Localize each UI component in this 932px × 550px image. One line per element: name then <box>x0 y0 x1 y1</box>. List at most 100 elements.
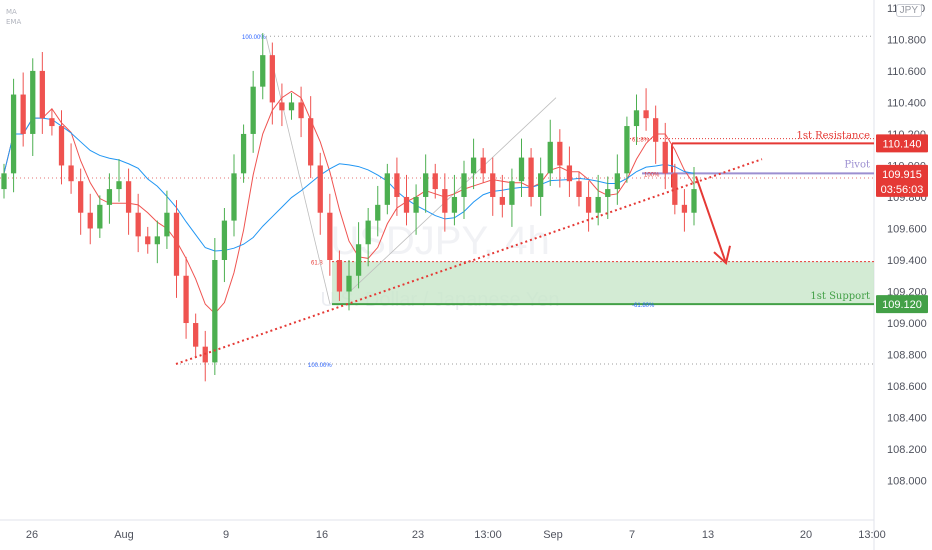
candle-body <box>336 260 343 292</box>
candle-body <box>279 102 285 111</box>
candle-body <box>547 141 553 174</box>
pivot-price-badge-bg <box>876 164 928 197</box>
candle-body <box>58 126 65 166</box>
x-tick-label: 23 <box>412 529 424 541</box>
candle-body <box>413 196 419 213</box>
fib-618-alt-label: 61.8% <box>632 138 650 144</box>
support-zone <box>332 261 874 305</box>
candle-body <box>605 189 611 197</box>
fib-neg618-label: -61.80% <box>632 303 655 309</box>
indicator-ma-label: MA <box>6 8 17 16</box>
candle-body <box>221 220 228 260</box>
pivot-label: Pivot <box>844 159 870 170</box>
candle-body <box>394 173 400 197</box>
candle-body <box>538 173 544 197</box>
candle-body <box>125 181 132 213</box>
candle-body <box>346 275 352 292</box>
candle-body <box>566 165 573 182</box>
candle-body <box>633 110 640 127</box>
x-tick-label: 20 <box>800 529 812 541</box>
candle-body <box>135 212 141 237</box>
candle-body <box>375 204 381 221</box>
candle-body <box>355 244 362 276</box>
candle-body <box>154 236 160 245</box>
x-tick-label: 9 <box>223 529 229 541</box>
candle-body <box>470 157 477 174</box>
candle-body <box>480 157 486 174</box>
currency-badge[interactable]: JPY <box>895 4 922 17</box>
candle-body <box>423 173 429 197</box>
fib-high-label: 100.00% <box>242 35 266 41</box>
resistance-price-badge-bg <box>876 134 928 153</box>
y-tick-label: 108.600 <box>887 381 927 393</box>
candle-body <box>451 196 458 213</box>
candle-body <box>595 196 601 213</box>
candle-body <box>39 70 45 119</box>
candle-body <box>260 55 266 87</box>
watermark-title: USDJPY, 4h <box>330 219 549 263</box>
candle-body <box>461 173 467 197</box>
candle-body <box>164 212 170 237</box>
candle-body <box>1 173 7 190</box>
candle-body <box>87 212 93 229</box>
candle-body <box>403 196 410 213</box>
x-tick-label: 26 <box>26 529 38 541</box>
candle-body <box>442 189 448 213</box>
support-label: 1st Support <box>810 291 870 302</box>
projection-arrowhead <box>713 245 731 266</box>
candle-body <box>97 204 103 229</box>
candle-body <box>10 94 17 174</box>
candle-body <box>116 181 122 190</box>
candle-body <box>240 133 247 174</box>
x-tick-label: Aug <box>114 529 134 541</box>
candle-body <box>106 189 113 205</box>
candle-body <box>78 181 84 213</box>
y-tick-label: 108.400 <box>887 413 927 425</box>
candle-body <box>662 141 668 174</box>
resistance-label: 1st Resistance <box>796 130 870 141</box>
x-tick-label: 13:00 <box>474 529 502 541</box>
candle-body <box>327 212 333 260</box>
y-tick-label: 110.400 <box>887 97 926 109</box>
candle-body <box>298 102 304 119</box>
candle-body <box>269 55 275 103</box>
candle-body <box>624 126 630 174</box>
candle-body <box>653 118 659 142</box>
support-price-badge: 109.120 <box>882 299 922 311</box>
candle-body <box>432 173 438 190</box>
candle-body <box>231 173 237 221</box>
candle-body <box>384 173 390 205</box>
candle-body <box>518 157 525 182</box>
candle-body <box>691 189 697 213</box>
fib-low-label: 100.00% <box>308 363 332 369</box>
candle-body <box>20 94 26 134</box>
candle-body <box>193 323 199 347</box>
candle-body <box>288 102 295 111</box>
candle-body <box>173 212 180 276</box>
y-tick-label: 108.000 <box>887 476 927 488</box>
x-tick-label: 13:00 <box>858 529 886 541</box>
candle-body <box>68 165 74 182</box>
candle-body <box>365 220 371 245</box>
y-tick-label: 108.200 <box>887 444 927 456</box>
candle-body <box>576 181 582 197</box>
candle-body <box>490 173 496 197</box>
candle-body <box>557 141 563 166</box>
support-price-badge-bg <box>876 295 928 314</box>
x-tick-label: 7 <box>629 529 635 541</box>
candle-body <box>317 165 323 213</box>
candle-body <box>212 260 218 363</box>
fib-connector-line-2 <box>265 36 331 305</box>
candle-body <box>528 157 534 197</box>
y-tick-label: 109.400 <box>887 255 927 267</box>
fib-618-label: 61.8 <box>311 261 323 267</box>
candle-body <box>614 173 620 190</box>
resistance-price-badge: 110.140 <box>883 138 922 150</box>
x-tick-label: 16 <box>316 529 328 541</box>
candle-body <box>250 86 256 134</box>
candle-body <box>681 204 688 213</box>
y-tick-label: 109.000 <box>887 318 927 330</box>
fib-100pct-label: 100% <box>644 172 660 178</box>
candle-body <box>509 181 515 205</box>
